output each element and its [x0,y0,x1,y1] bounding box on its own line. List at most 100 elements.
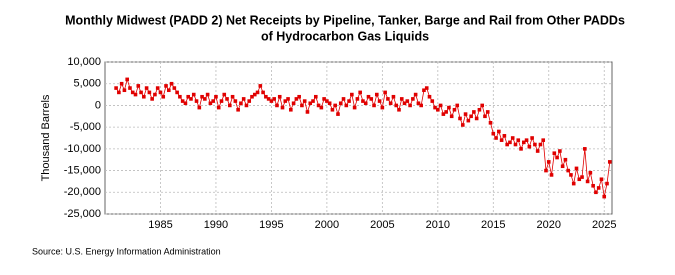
data-point [183,101,188,106]
data-point [433,105,437,110]
data-point [211,99,215,103]
data-point [189,97,193,101]
data-point [319,105,324,110]
data-point [158,90,163,95]
data-point [286,97,290,101]
data-point [264,94,268,99]
data-point [153,92,157,97]
data-point [172,86,177,90]
data-point [272,97,276,101]
data-point [408,103,412,108]
data-point [333,103,338,108]
data-point [502,134,507,138]
data-point [130,90,135,95]
chart-title: of Hydrocarbon Gas Liquids [261,29,429,43]
data-point [291,101,296,106]
data-point [424,86,429,90]
data-point [591,183,595,188]
data-point [527,144,532,149]
data-point [252,92,257,97]
data-point [558,149,562,153]
data-point [375,92,379,97]
data-point [583,147,587,151]
x-tick-label: 2025 [592,219,616,231]
data-point [477,107,482,112]
data-point [269,99,274,103]
y-tick-label: 5,000 [73,78,101,90]
data-point [139,90,143,95]
data-point [549,173,554,177]
data-point [535,149,540,153]
data-point [447,105,451,110]
data-point [283,99,288,103]
data-point [164,84,168,88]
y-tick-label: 0 [95,99,101,111]
data-point [391,94,396,99]
data-point [533,142,537,147]
x-tick-label: 1990 [204,219,228,231]
data-point [305,110,310,114]
data-point [341,97,346,101]
data-point [497,129,501,134]
data-point [114,86,118,90]
data-point [405,99,410,103]
data-point [352,105,357,110]
data-point [430,99,435,103]
y-tick-label: -15,000 [64,164,101,176]
data-point [513,142,518,147]
data-point [372,103,376,108]
y-axis-label: Thousand Barrels [40,94,52,181]
data-point [607,160,612,164]
data-point [422,88,426,93]
data-point [355,97,360,101]
data-point [580,175,584,179]
data-point [169,81,174,86]
data-point [519,147,523,151]
data-point [161,94,166,99]
data-point [150,97,154,101]
data-point [460,123,465,127]
data-point [538,142,543,147]
data-point [330,107,335,112]
data-point [239,101,243,106]
data-point [522,140,526,145]
chart-title: Monthly Midwest (PADD 2) Net Receipts by… [65,13,625,27]
data-point [208,101,213,106]
data-point [563,157,568,162]
data-point [247,99,252,103]
data-point [466,118,471,123]
data-point [316,103,321,108]
data-point [369,97,374,101]
data-point [574,166,579,171]
data-point [463,112,468,116]
data-point [441,112,446,116]
data-point [452,107,457,112]
data-point [524,138,529,142]
data-point [413,92,418,97]
data-point [361,99,365,103]
data-point [275,103,279,108]
data-point [388,101,393,106]
data-point [444,110,448,114]
data-point [485,110,490,114]
data-point [358,90,362,95]
data-point [483,114,487,119]
data-point [416,101,421,106]
data-point [128,86,132,90]
data-point [377,99,382,103]
data-point [366,94,371,99]
data-point [402,101,407,106]
data-point [488,121,493,125]
data-point [277,94,282,99]
data-point [205,92,210,97]
data-point [325,99,329,103]
data-point [546,160,551,164]
data-point [380,105,385,110]
data-point [602,194,607,199]
data-point [555,155,559,160]
y-tick-label: -20,000 [64,186,101,198]
data-point [294,97,299,101]
data-point [436,107,440,112]
x-tick-label: 2005 [370,219,394,231]
data-point [347,99,351,103]
